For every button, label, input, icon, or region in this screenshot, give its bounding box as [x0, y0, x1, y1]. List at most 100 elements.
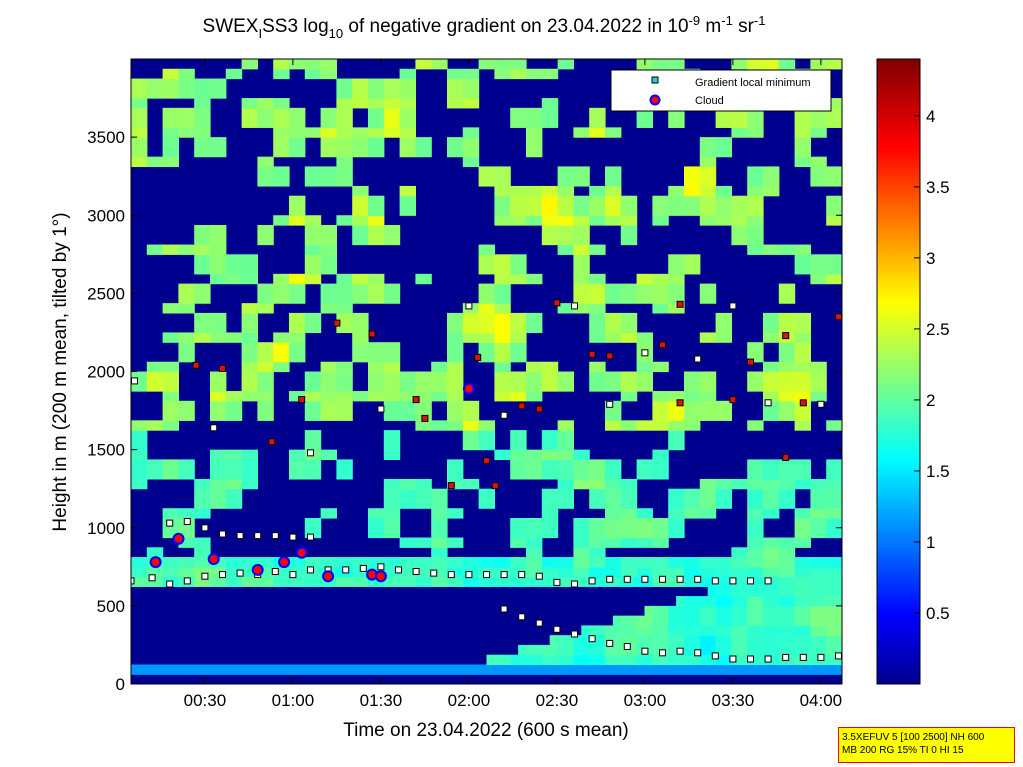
heatmap-cell	[778, 615, 788, 627]
heatmap-cell	[620, 537, 630, 548]
heatmap-cell	[834, 596, 842, 607]
heatmap-cell	[368, 371, 377, 382]
heatmap-cell	[486, 576, 495, 587]
heatmap-cell	[494, 322, 503, 334]
heatmap-cell	[447, 332, 456, 343]
heatmap-cell	[755, 234, 764, 246]
heatmap-cell	[628, 625, 638, 636]
heatmap-cell	[533, 371, 543, 382]
heatmap-cell	[691, 566, 701, 578]
heatmap-cell	[368, 517, 377, 529]
heatmap-cell	[210, 146, 219, 158]
heatmap-cell	[320, 234, 330, 246]
gradient-minimum-marker	[307, 566, 314, 574]
heatmap-cell	[644, 107, 653, 119]
heatmap-cell	[723, 332, 732, 343]
heatmap-cell	[826, 176, 835, 187]
heatmap-cell	[423, 381, 432, 392]
heatmap-cell	[620, 488, 630, 500]
heatmap-cell	[162, 127, 172, 138]
heatmap-cell	[233, 264, 243, 275]
heatmap-cell	[676, 205, 685, 216]
heatmap-cell	[170, 68, 179, 80]
heatmap-cell	[541, 469, 551, 480]
heatmap-cell	[194, 283, 203, 294]
heatmap-cell	[131, 137, 140, 148]
heatmap-cell	[612, 420, 622, 431]
heatmap-cell	[652, 576, 661, 587]
heatmap-cell	[368, 88, 377, 99]
colorbar-ticks: 0.511.522.533.54	[914, 107, 950, 623]
heatmap-cell	[470, 88, 480, 99]
heatmap-cell	[565, 644, 574, 656]
heatmap-cell	[241, 322, 251, 334]
heatmap-cell	[802, 459, 811, 470]
heatmap-cell	[241, 332, 251, 343]
heatmap-cell	[510, 312, 519, 324]
heatmap-cell	[747, 195, 756, 207]
heatmap-cell	[526, 107, 535, 119]
heatmap-cell	[391, 234, 401, 246]
heatmap-cell	[510, 430, 519, 441]
heatmap-cell	[399, 664, 409, 675]
heatmap-cell	[541, 225, 551, 236]
heatmap-cell	[636, 351, 646, 363]
heatmap-cell	[747, 596, 756, 607]
heatmap-cell	[818, 264, 827, 275]
heatmap-cell	[723, 664, 732, 675]
heatmap-cell	[597, 459, 606, 470]
heatmap-cell	[304, 527, 314, 539]
heatmap-cell	[502, 195, 511, 207]
heatmap-cell	[810, 361, 819, 373]
heatmap-cell	[336, 371, 345, 382]
heatmap-cell	[383, 283, 393, 294]
heatmap-cell	[802, 527, 811, 539]
heatmap-cell	[731, 215, 740, 226]
heatmap-cell	[407, 488, 416, 500]
heatmap-cell	[336, 78, 345, 89]
heatmap-cell	[802, 576, 811, 587]
heatmap-cell	[162, 117, 172, 128]
heatmap-cell	[162, 244, 172, 255]
heatmap-cell	[557, 59, 567, 70]
heatmap-cell	[786, 625, 796, 636]
heatmap-cell	[265, 361, 274, 373]
heatmap-cell	[755, 635, 764, 646]
gradient-minimum-marker	[307, 533, 314, 541]
heatmap-cell	[383, 508, 393, 519]
heatmap-cell	[826, 635, 835, 646]
heatmap-cell	[770, 654, 780, 666]
heatmap-cell	[620, 615, 630, 627]
heatmap-cell	[763, 625, 772, 636]
heatmap-cell	[257, 576, 266, 587]
heatmap-cell	[826, 420, 835, 431]
heatmap-cell	[533, 107, 543, 119]
heatmap-cell	[289, 322, 298, 334]
heatmap-cell	[510, 664, 519, 675]
heatmap-cell	[628, 654, 638, 666]
heatmap-cell	[786, 478, 796, 490]
heatmap-cell	[391, 78, 401, 89]
heatmap-cell	[660, 625, 669, 636]
heatmap-cell	[296, 566, 306, 578]
heatmap-cell	[336, 88, 345, 99]
heatmap-cell	[352, 576, 361, 587]
heatmap-cell	[541, 498, 551, 509]
heatmap-cell	[257, 107, 266, 119]
x-tick-label: 00:30	[184, 691, 227, 710]
cloud-marker	[207, 553, 220, 565]
heatmap-cell	[668, 517, 677, 529]
heatmap-cell	[597, 566, 606, 578]
heatmap-cell	[336, 361, 345, 373]
heatmap-cell	[834, 205, 842, 216]
heatmap-cell	[597, 312, 606, 324]
heatmap-cell	[375, 78, 385, 89]
heatmap-cell	[699, 195, 709, 207]
heatmap-cell	[747, 185, 756, 197]
heatmap-cell	[802, 410, 811, 421]
heatmap-cell	[660, 664, 669, 675]
heatmap-cell	[755, 547, 764, 558]
heatmap-cell	[533, 195, 543, 207]
heatmap-cell	[502, 312, 511, 324]
heatmap-cell	[802, 361, 811, 373]
